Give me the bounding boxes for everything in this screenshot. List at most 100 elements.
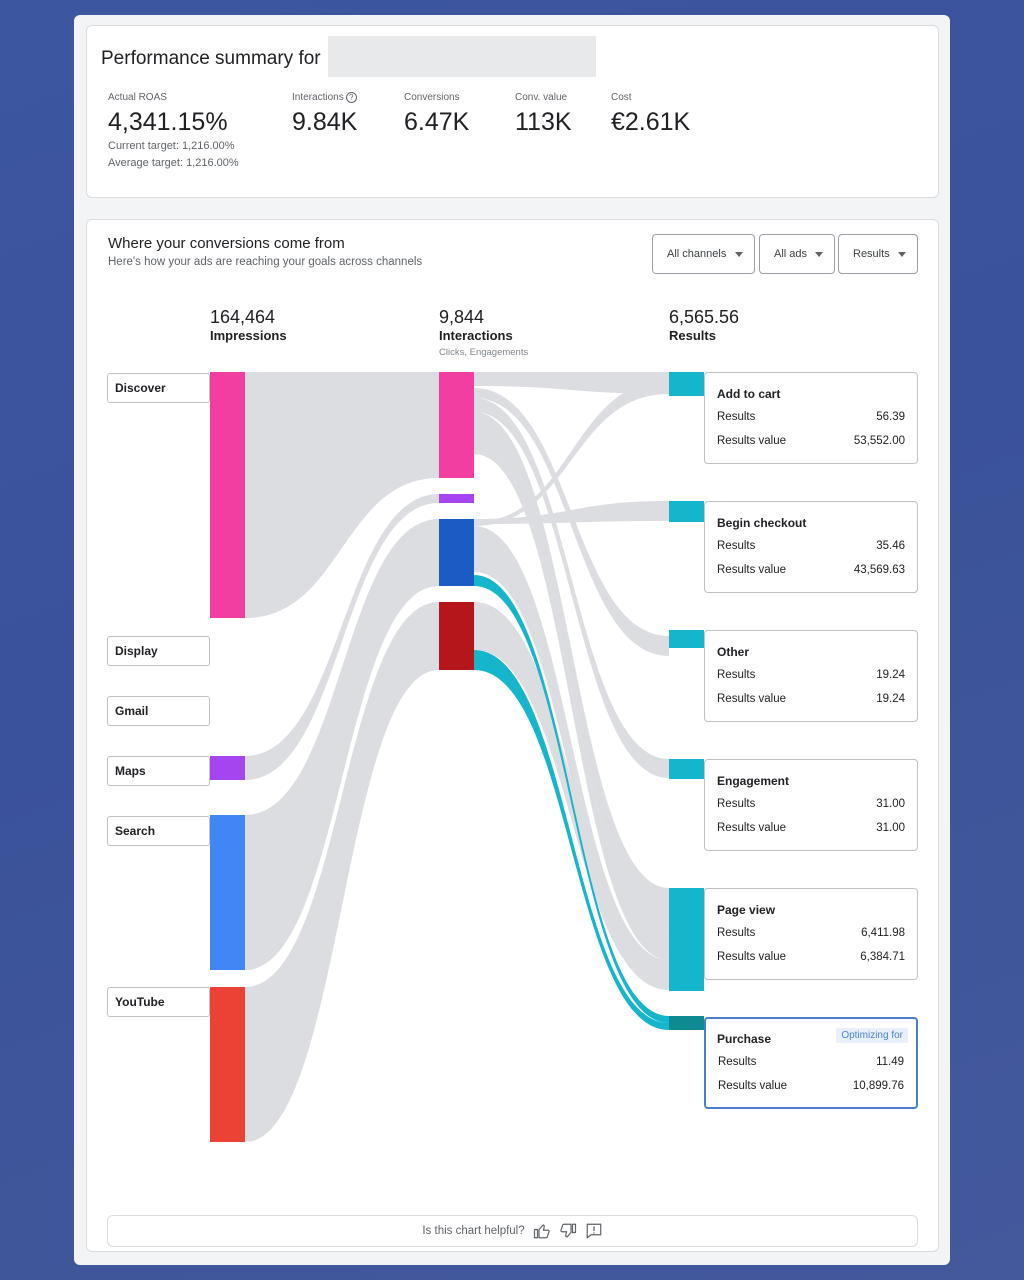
flow-to-purchase-2 [474,650,669,1030]
results-count: 11.49 [876,1056,904,1068]
interactions-sublabel: Clicks, Engagements [439,347,529,358]
flow-to-add-to-cart [474,372,669,394]
results-value: 43,569.63 [853,564,905,576]
caret-down-icon [735,252,743,257]
result-name: Begin checkout [717,516,807,530]
node-result-purchase [669,1016,704,1030]
results-total: 6,565.56 [669,307,740,327]
results-value: 6,384.71 [860,951,905,963]
results-value-label: Results value [717,822,787,834]
feedback-question: Is this chart helpful? [422,1225,525,1237]
metric-cost: Cost €2.61K [611,92,690,137]
result-begin-checkout[interactable]: Begin checkout Results 35.46 Results valu… [704,501,918,593]
results-label: Results [717,540,756,552]
results-count: 56.39 [876,411,905,423]
results-value: 53,552.00 [853,435,905,447]
chart-feedback-bar: Is this chart helpful? [107,1215,918,1247]
source-search[interactable]: Search [107,816,210,846]
flow-youtube [245,602,439,1142]
dropdown-label: All ads [774,248,808,260]
results-label: Results [717,669,756,681]
result-purchase[interactable]: Purchase Optimizing for Results 11.49 Res… [704,1017,918,1109]
optimizing-badge: Optimizing for [836,1028,908,1043]
result-name: Add to cart [717,387,781,401]
node-result [669,888,704,991]
summary-title: Performance summary for [101,48,321,69]
result-name: Purchase [717,1032,772,1046]
result-add-to-cart[interactable]: Add to cart Results 56.39 Results value 53… [704,372,918,464]
section-subtitle: Here's how your ads are reaching your go… [108,256,423,268]
channels-dropdown[interactable]: All channels [652,234,755,274]
dropdown-label: Results [853,248,890,260]
metric-label: Actual ROAS [108,92,167,103]
results-value-label: Results value [717,564,787,576]
result-engagement[interactable]: Engagement Results 31.00 Results value 31.… [704,759,918,851]
metric-value: 113K [515,108,572,136]
flow-discover [245,372,439,618]
result-name: Engagement [717,774,790,788]
performance-summary-card: Performance summary for Actual ROAS 4,34… [86,25,939,198]
metric-interactions: Interactions? 9.84K [292,92,357,137]
current-target: Current target: 1,216.00% [108,140,235,152]
impressions-total: 164,464 [210,307,276,327]
results-label: Results [717,798,756,810]
metric-roas: Actual ROAS 4,341.15% Current target: 1,… [108,92,239,172]
results-label: Results [718,1056,757,1068]
caret-down-icon [815,252,823,257]
source-discover[interactable]: Discover [107,373,210,403]
results-label: Results [717,927,756,939]
node-interaction [439,519,474,586]
results-label: Results [717,411,756,423]
results-label: Results [669,328,716,343]
results-count: 35.46 [876,540,905,552]
report-frame: Performance summary for Actual ROAS 4,34… [74,15,950,1265]
source-youtube[interactable]: YouTube [107,987,210,1017]
metric-value: 6.47K [404,108,470,136]
node-search [210,815,245,970]
thumb-up-icon[interactable] [533,1222,551,1240]
flow-search [245,519,439,970]
node-maps [210,756,245,780]
thumb-down-icon[interactable] [559,1222,577,1240]
node-discover [210,372,245,618]
results-header: 6,565.56 Results [669,307,739,343]
metric-value: 4,341.15% [108,108,228,136]
interactions-total: 9,844 [439,307,485,327]
ads-dropdown[interactable]: All ads [759,234,835,274]
results-value: 31.00 [876,822,905,834]
metric-value: €2.61K [611,108,691,136]
help-icon[interactable]: ? [345,92,357,103]
result-other[interactable]: Other Results 19.24 Results value 19.24 [704,630,918,722]
results-dropdown[interactable]: Results [838,234,918,274]
impressions-label: Impressions [210,328,287,343]
flow-to-page-view [474,412,669,930]
node-youtube [210,987,245,1142]
source-maps[interactable]: Maps [107,756,210,786]
node-interaction [439,602,474,670]
results-value-label: Results value [717,951,787,963]
flow-to-add-to-cart-2 [474,380,669,526]
feedback-icon[interactable] [585,1222,603,1240]
interactions-label: Interactions [439,328,513,343]
metric-label: Conversions [404,92,460,103]
results-count: 19.24 [876,669,905,681]
sankey-diagram [210,372,704,1142]
redacted-account-name [328,36,596,77]
node-interaction [439,372,474,478]
results-count: 6,411.98 [861,927,905,939]
impressions-header: 164,464 Impressions [210,307,287,343]
dropdown-label: All channels [667,248,727,260]
metric-conversions: Conversions 6.47K [404,92,469,137]
node-result [669,630,704,648]
node-result [669,759,704,779]
section-title: Where your conversions come from [108,235,345,252]
results-value-label: Results value [717,693,787,705]
average-target: Average target: 1,216.00% [108,157,239,169]
conversions-sankey-card: Where your conversions come from Here's … [86,219,939,1252]
source-display[interactable]: Display [107,636,210,666]
source-gmail[interactable]: Gmail [107,696,210,726]
flow-to-page-view-2 [474,446,669,960]
flow-maps [245,494,439,780]
result-page-view[interactable]: Page view Results 6,411.98 Results value 6… [704,888,918,980]
results-value: 19.24 [876,693,905,705]
